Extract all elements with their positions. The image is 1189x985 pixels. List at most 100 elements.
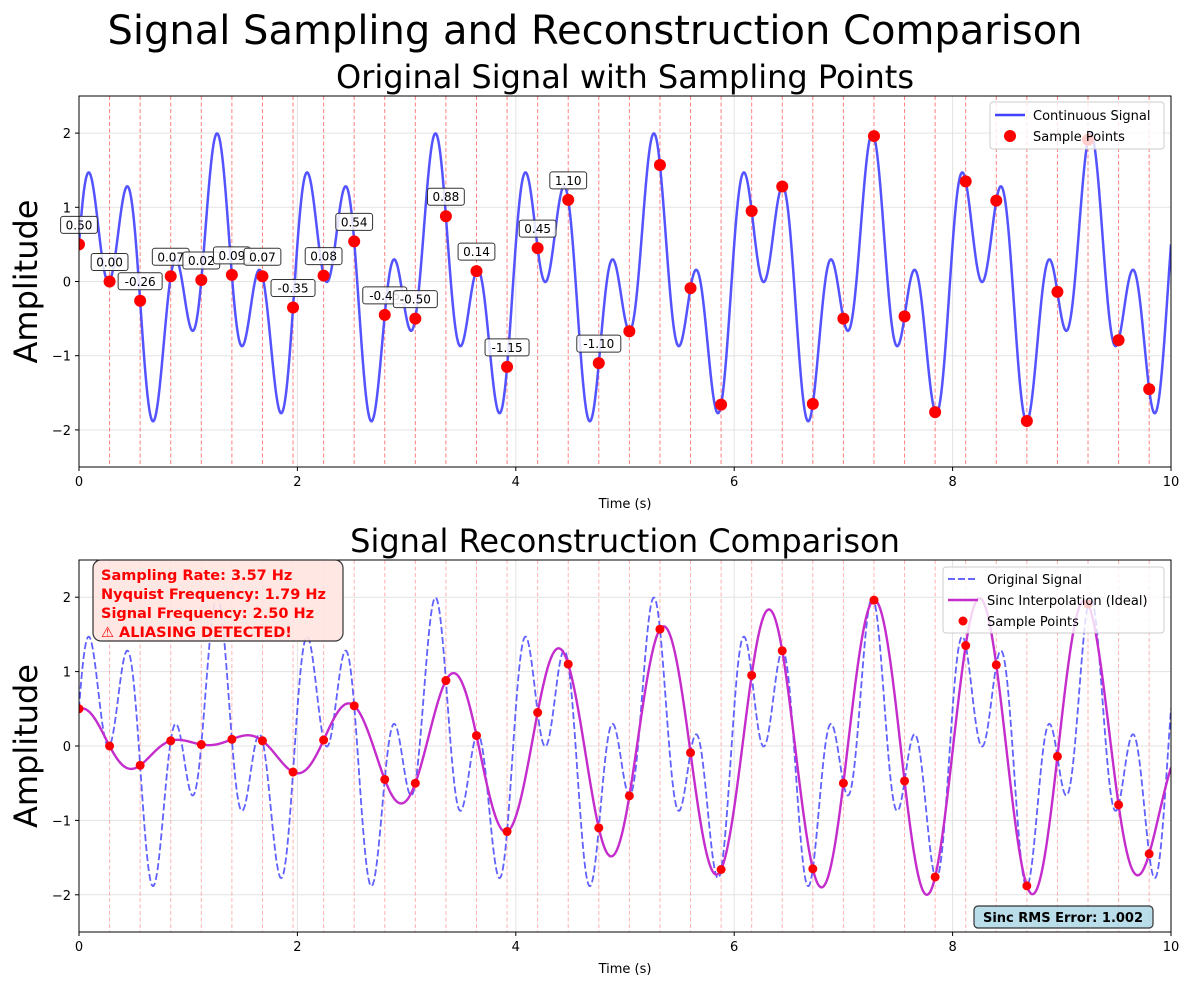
label-box <box>392 290 438 309</box>
sample-point <box>747 670 757 680</box>
error-text: Sinc RMS Error: 1.002 <box>983 911 1143 926</box>
x-tick-label: 0 <box>75 475 83 490</box>
sample-point <box>838 778 848 788</box>
sample-point <box>1144 849 1154 859</box>
sample-point <box>930 872 940 882</box>
info-box-background <box>92 559 344 642</box>
sample-value-label: 0.07 <box>151 247 190 266</box>
sample-point <box>1052 751 1062 761</box>
error-box-background <box>973 905 1154 929</box>
aliasing-info-box: Sampling Rate: 3.57 Hz Nyquist Frequency:… <box>92 559 344 642</box>
subplot-1: 0 2 4 6 8 10 −2 −1 0 1 2 Original Signal with Sampl… <box>7 58 1179 512</box>
sample-point <box>806 397 819 410</box>
label-text: 0.45 <box>524 222 551 236</box>
sample-point <box>166 736 176 746</box>
sample-point <box>1022 881 1032 891</box>
label-text: -1.15 <box>492 341 523 355</box>
sample-point <box>745 205 758 218</box>
sample-point <box>776 180 789 193</box>
label-text: 0.54 <box>341 215 368 229</box>
figure-title: Signal Sampling and Reconstruction Compa… <box>107 8 1082 54</box>
y-tick-label: 2 <box>63 591 71 606</box>
sample-point <box>867 130 880 143</box>
sample-value-label: 0.08 <box>304 247 343 266</box>
legend: Original Signal Sinc Interpolation (Ideal… <box>942 566 1165 634</box>
legend-label: Sample Points <box>987 615 1079 630</box>
original-signal-line <box>79 596 1171 888</box>
x-tick-label: 4 <box>512 940 520 955</box>
y-tick-label: 0 <box>63 276 71 291</box>
label-text: 0.07 <box>157 250 184 264</box>
sample-point <box>439 210 452 223</box>
sample-value-label: 0.09 <box>212 246 251 265</box>
continuous-signal-line <box>79 132 1171 423</box>
sample-point <box>79 704 84 714</box>
label-text: -0.45 <box>369 289 400 303</box>
sample-point <box>592 357 605 370</box>
y-tick-label: 1 <box>63 201 71 216</box>
sample-point <box>103 275 116 288</box>
sample-point <box>959 175 972 188</box>
sample-value-label: -0.50 <box>392 290 438 309</box>
sample-point <box>195 274 208 287</box>
sample-point <box>961 641 971 651</box>
sample-point <box>135 760 145 770</box>
axes-frame <box>78 95 1172 468</box>
sample-point <box>317 269 330 282</box>
legend-marker-icon <box>1004 130 1016 142</box>
y-tick-label: 1 <box>63 666 71 681</box>
sample-point <box>105 741 115 751</box>
sample-point <box>716 865 726 875</box>
x-tick-label: 2 <box>293 940 301 955</box>
sample-value-label: -0.35 <box>270 278 316 297</box>
sample-point <box>563 659 573 669</box>
y-axis-label: Amplitude <box>7 200 45 364</box>
x-tick-label: 8 <box>948 475 956 490</box>
info-line: Nyquist Frequency: 1.79 Hz <box>101 587 326 603</box>
sample-value-label: 0.88 <box>427 187 465 206</box>
sample-point <box>1143 383 1156 396</box>
sample-point <box>319 735 329 745</box>
label-box <box>427 187 465 206</box>
sample-point <box>715 398 728 411</box>
y-tick-label: −1 <box>52 814 71 829</box>
sample-point <box>502 827 512 837</box>
y-tick-label: 2 <box>63 127 71 142</box>
sample-point <box>501 360 514 373</box>
label-box <box>518 219 557 238</box>
label-text: -0.26 <box>125 275 156 289</box>
info-line: Sampling Rate: 3.57 Hz <box>101 568 292 584</box>
sample-point <box>287 301 300 314</box>
sample-point <box>808 864 818 874</box>
sample-value-label: 0.07 <box>243 247 282 266</box>
y-tick-label: −2 <box>52 889 71 904</box>
label-text: 1.10 <box>555 174 582 188</box>
sample-point <box>1114 800 1124 810</box>
y-tick-label: −2 <box>52 424 71 439</box>
sample-point <box>594 823 604 833</box>
sample-point <box>348 235 361 248</box>
label-text: 0.02 <box>188 254 215 268</box>
sample-point <box>624 791 634 801</box>
sample-point <box>686 748 696 758</box>
sample-point <box>349 701 359 711</box>
sample-point <box>991 660 1001 670</box>
sample-point <box>471 731 481 741</box>
sample-point <box>79 238 85 251</box>
legend-box <box>942 566 1165 634</box>
rms-error-box: Sinc RMS Error: 1.002 <box>973 905 1154 929</box>
label-text: 0.07 <box>249 250 276 264</box>
sample-point <box>225 268 238 281</box>
sample-point <box>929 406 942 419</box>
legend-marker-icon <box>958 616 968 626</box>
subplot-title: Signal Reconstruction Comparison <box>350 522 900 560</box>
sample-point <box>684 282 697 295</box>
sample-point <box>164 270 177 283</box>
label-text: -0.50 <box>400 293 431 307</box>
sample-point <box>777 646 787 656</box>
label-text: -1.10 <box>583 337 614 351</box>
subplot-2: 0 2 4 6 8 10 −2 −1 0 1 2 Signal Reconstruction Comp… <box>7 522 1179 977</box>
sample-point <box>380 774 390 784</box>
sample-point <box>1051 285 1064 298</box>
sample-point <box>898 310 911 323</box>
